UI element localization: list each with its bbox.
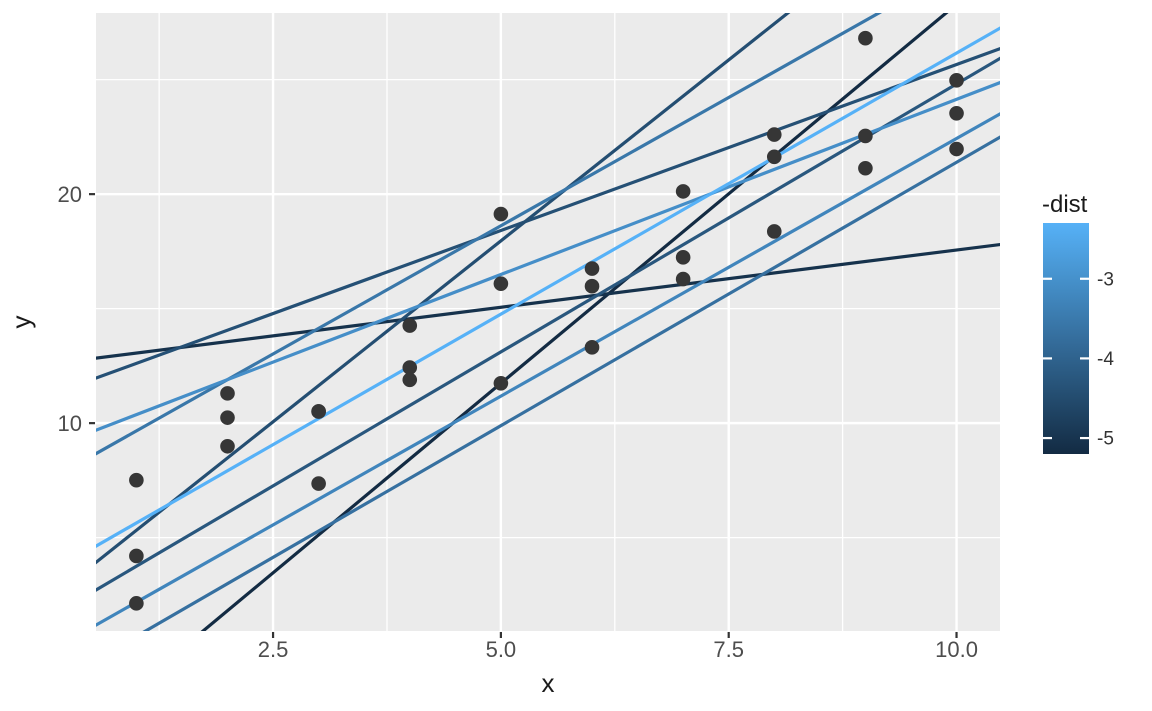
- model-line: [96, 13, 883, 456]
- model-line: [96, 112, 1000, 627]
- data-point: [129, 472, 144, 488]
- data-point: [584, 261, 600, 276]
- data-point: [858, 30, 873, 46]
- legend-colorbar: [1043, 223, 1089, 454]
- data-point: [675, 184, 691, 199]
- data-point: [311, 476, 326, 491]
- legend-tick-label: -5: [1097, 429, 1114, 450]
- data-point: [766, 127, 782, 142]
- data-point: [584, 340, 600, 355]
- data-point: [766, 149, 782, 165]
- x-tick-label: 5.0: [486, 637, 517, 662]
- y-axis-title: y: [6, 316, 36, 329]
- model-line: [96, 13, 791, 565]
- model-line: [142, 135, 1000, 631]
- data-point: [675, 250, 691, 265]
- model-line: [96, 46, 1000, 380]
- legend-tick-label: -4: [1097, 349, 1114, 370]
- model-lines: [96, 13, 1000, 631]
- data-point: [402, 318, 418, 333]
- data-point: [675, 271, 691, 287]
- model-line: [200, 13, 949, 631]
- x-axis-title: x: [542, 668, 555, 698]
- data-point: [858, 160, 873, 176]
- data-point: [129, 596, 144, 611]
- y-tick-label: 20: [58, 182, 82, 207]
- x-tick-label: 10.0: [935, 637, 978, 662]
- data-point: [766, 224, 782, 239]
- data-point: [858, 128, 873, 144]
- data-point: [949, 106, 964, 121]
- data-points: [129, 30, 964, 611]
- grid-minor: [96, 13, 1000, 631]
- legend-tick-label: -3: [1097, 269, 1114, 290]
- x-tick-label: 2.5: [258, 637, 289, 662]
- data-point: [220, 438, 235, 454]
- data-point: [129, 548, 144, 564]
- axis-ticks: [89, 193, 958, 638]
- data-point: [220, 410, 235, 425]
- data-point: [493, 375, 509, 391]
- data-point: [493, 206, 509, 222]
- legend-title: -dist: [1042, 191, 1088, 218]
- data-point: [220, 386, 235, 401]
- x-tick-label: 7.5: [713, 637, 744, 662]
- data-point: [949, 141, 964, 157]
- data-point: [402, 372, 418, 388]
- model-line: [96, 80, 1000, 432]
- y-tick-label: 10: [58, 411, 82, 436]
- model-line: [96, 242, 1000, 360]
- data-point: [949, 73, 964, 88]
- data-point: [584, 278, 600, 294]
- data-point: [493, 276, 509, 291]
- data-point: [311, 404, 326, 419]
- model-line: [96, 26, 1000, 548]
- data-point: [402, 360, 418, 375]
